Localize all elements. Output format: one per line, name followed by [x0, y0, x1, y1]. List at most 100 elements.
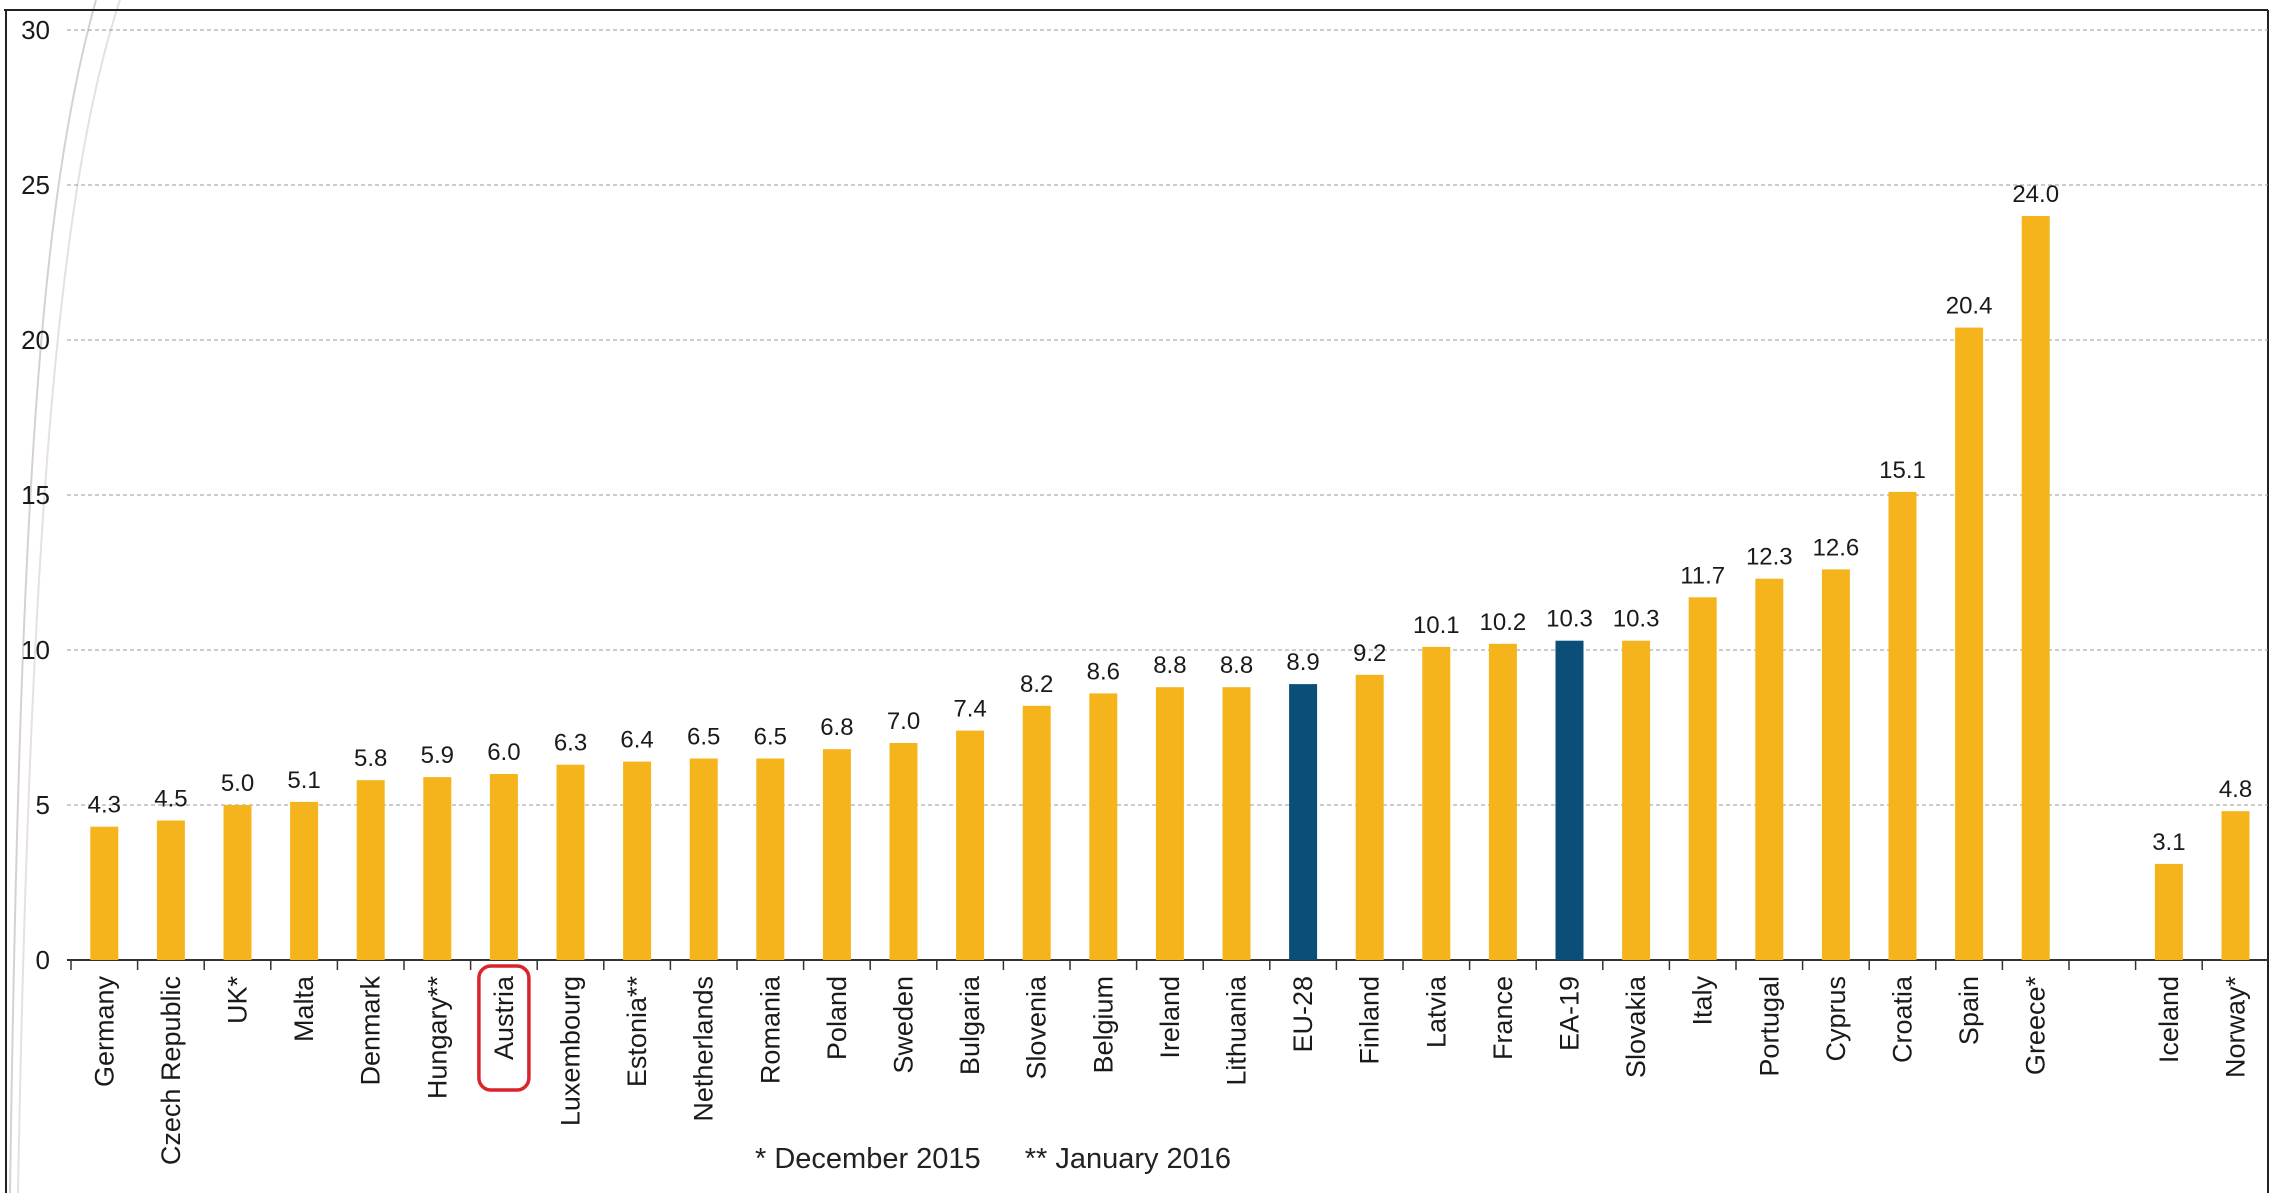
data-label: 6.3	[554, 730, 587, 757]
data-label: 9.2	[1353, 640, 1386, 667]
data-label: 10.1	[1413, 612, 1460, 639]
data-label: 5.0	[221, 770, 254, 797]
x-tick-label: Denmark	[356, 976, 386, 1086]
data-label: 12.3	[1746, 544, 1793, 571]
bar-bulgaria	[956, 730, 985, 960]
x-tick-label: Portugal	[1754, 976, 1784, 1077]
bar-greece	[2021, 216, 2050, 960]
x-tick-label: Croatia	[1888, 975, 1918, 1063]
x-tick-label: Estonia**	[622, 976, 652, 1088]
data-label: 6.0	[487, 739, 520, 766]
y-tick-label: 0	[36, 945, 50, 975]
data-label: 6.5	[754, 724, 787, 751]
x-tick-label: UK*	[223, 976, 253, 1025]
x-tick-label: Lithuania	[1222, 975, 1252, 1086]
x-tick-label: Germany	[89, 976, 119, 1088]
bar-romania	[756, 758, 785, 960]
x-tick-label: Malta	[289, 975, 319, 1042]
bar-estonia	[623, 761, 652, 960]
data-label: 7.4	[953, 696, 986, 723]
x-tick-label: Finland	[1355, 976, 1385, 1065]
bar-portugal	[1755, 578, 1784, 960]
footnote-december: * December 2015	[755, 1143, 981, 1175]
data-label: 8.2	[1020, 671, 1053, 698]
x-tick-label: Iceland	[2154, 976, 2184, 1063]
x-tick-label: Poland	[822, 976, 852, 1060]
data-label: 8.6	[1087, 658, 1120, 685]
bar-hungary	[423, 777, 452, 960]
bar-france	[1488, 643, 1517, 960]
bar-denmark	[356, 780, 385, 960]
x-tick-label: Luxembourg	[556, 976, 586, 1126]
x-tick-label: Cyprus	[1821, 976, 1851, 1062]
x-tick-label: France	[1488, 976, 1518, 1060]
x-tick-label: Belgium	[1088, 976, 1118, 1074]
bar-norway	[2221, 811, 2250, 960]
y-tick-label: 20	[21, 325, 50, 355]
data-label: 7.0	[887, 708, 920, 735]
data-label: 12.6	[1813, 534, 1860, 561]
bar-luxembourg	[556, 764, 585, 960]
bar-iceland	[2154, 863, 2183, 960]
data-label: 11.7	[1680, 562, 1725, 589]
bar-malta	[290, 801, 319, 960]
data-label: 5.8	[354, 745, 387, 772]
data-label: 20.4	[1946, 293, 1993, 320]
bar-austria	[489, 774, 518, 960]
x-tick-label: EU-28	[1288, 976, 1318, 1053]
y-tick-label: 25	[21, 170, 50, 200]
x-tick-label: Netherlands	[689, 976, 719, 1122]
x-tick-label: Italy	[1688, 976, 1718, 1026]
data-label: 6.5	[687, 724, 720, 751]
bar-poland	[822, 749, 851, 960]
x-tick-label: Czech Republic	[156, 976, 186, 1165]
bar-netherlands	[689, 758, 718, 960]
x-tick-label: Hungary**	[422, 976, 452, 1100]
footnote: * December 2015 ** January 2016	[755, 1143, 1231, 1176]
x-tick-label: Spain	[1954, 976, 1984, 1045]
bar-spain	[1955, 327, 1984, 961]
x-tick-label: Slovakia	[1621, 975, 1651, 1078]
bar-slovakia	[1622, 640, 1651, 960]
data-label: 5.1	[287, 767, 320, 794]
y-tick-label: 5	[36, 790, 50, 820]
x-tick-label: Austria	[489, 975, 519, 1060]
bar-latvia	[1422, 646, 1451, 960]
bar-uk	[223, 805, 252, 960]
x-tick-label: Greece*	[2021, 976, 2051, 1076]
data-label: 4.8	[2219, 776, 2252, 803]
y-tick-label: 15	[21, 480, 50, 510]
data-label: 4.5	[154, 786, 187, 813]
data-label: 15.1	[1879, 457, 1926, 484]
data-label: 6.8	[820, 714, 853, 741]
bar-ireland	[1155, 687, 1184, 960]
highlight-circle	[477, 964, 531, 1092]
bar-cyprus	[1821, 569, 1850, 960]
bar-czech-republic	[156, 820, 185, 960]
data-label: 6.4	[620, 727, 653, 754]
x-tick-label: Slovenia	[1022, 975, 1052, 1080]
x-tick-label: Sweden	[889, 976, 919, 1074]
x-tick-label: EA-19	[1555, 976, 1585, 1051]
data-label: 3.1	[2152, 829, 2185, 856]
x-tick-label: Latvia	[1421, 975, 1451, 1048]
bar-croatia	[1888, 491, 1917, 960]
data-label: 8.8	[1220, 652, 1253, 679]
x-tick-label: Bulgaria	[955, 975, 985, 1075]
bar-ea-19	[1555, 640, 1584, 960]
bar-italy	[1688, 597, 1717, 960]
decorative-swirl	[9, 0, 121, 1193]
bar-slovenia	[1022, 705, 1051, 960]
y-tick-label: 10	[21, 635, 50, 665]
x-tick-label: Ireland	[1155, 976, 1185, 1059]
bar-sweden	[889, 743, 918, 960]
bar-belgium	[1089, 693, 1118, 960]
bar-lithuania	[1222, 687, 1251, 960]
data-label: 10.2	[1480, 609, 1527, 636]
data-label: 24.0	[2012, 181, 2059, 208]
data-label: 4.3	[88, 792, 121, 819]
data-label: 10.3	[1613, 606, 1660, 633]
bar-eu-28	[1289, 684, 1318, 960]
